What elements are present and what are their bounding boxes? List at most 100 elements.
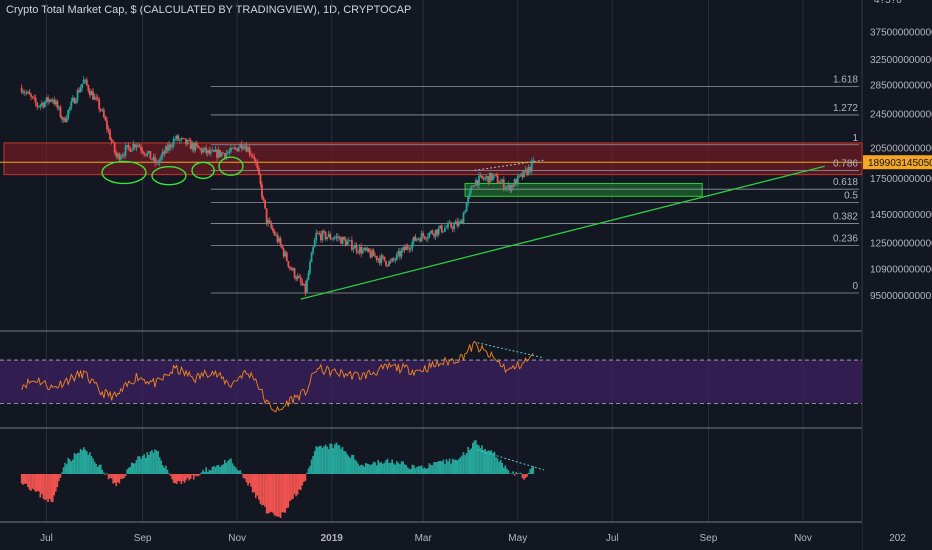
candle-body — [93, 96, 96, 100]
macd-bar — [41, 474, 43, 495]
macd-bar — [478, 445, 480, 474]
price-axis[interactable]: 95000000000 109000000000 125000000000 14500… — [863, 0, 932, 550]
candle-body — [440, 225, 443, 233]
macd-bar — [417, 466, 420, 474]
macd-bar — [126, 469, 128, 474]
candle-body — [113, 142, 116, 153]
candle-body — [482, 178, 485, 180]
candle-body — [451, 227, 454, 230]
macd-bar — [216, 465, 218, 474]
macd-bar — [523, 474, 525, 480]
macd-bar — [112, 474, 114, 484]
candle-body — [366, 248, 369, 251]
macd-bar — [309, 465, 311, 474]
macd-panel: 0-4000000000 — [20, 440, 932, 529]
candle-body — [437, 228, 440, 235]
candle-body — [51, 99, 54, 102]
macd-bar — [299, 474, 302, 491]
candle-body — [312, 247, 315, 253]
macd-bar — [529, 469, 531, 474]
candle-body — [504, 188, 507, 190]
candle-body — [315, 232, 318, 241]
candle-body — [293, 268, 296, 278]
candle-body — [132, 144, 135, 150]
candle-body — [197, 145, 200, 148]
time-axis[interactable]: Jul Sep Nov 2019 Mar May Jul Sep Nov 202 — [0, 523, 906, 550]
macd-bar — [392, 463, 395, 474]
candle-body — [168, 144, 170, 151]
macd-bar — [30, 474, 32, 491]
candle-body — [44, 101, 46, 107]
candle-body — [349, 240, 352, 241]
macd-bar — [375, 465, 378, 474]
macd-bar — [515, 472, 518, 474]
macd-bar — [389, 462, 392, 474]
candle-body — [406, 246, 409, 249]
macd-bar — [428, 463, 431, 474]
macd-bar — [485, 451, 488, 474]
macd-bar — [391, 459, 393, 474]
macd-bar — [72, 459, 74, 474]
candle-body — [140, 147, 142, 151]
candle-body — [484, 177, 487, 180]
macd-bar — [405, 464, 407, 474]
macd-bar — [231, 463, 234, 474]
candle-body — [495, 174, 497, 176]
macd-bar — [312, 455, 314, 474]
macd-bar — [250, 474, 252, 487]
macd-bar — [28, 474, 31, 490]
macd-bar — [352, 454, 355, 474]
macd-bar — [335, 442, 338, 474]
annotation-circle — [101, 160, 147, 185]
candle-body — [99, 109, 102, 111]
macd-bar — [316, 447, 319, 474]
candle-body — [307, 272, 310, 280]
candle-body — [330, 238, 333, 240]
macd-bar — [78, 452, 80, 474]
fibonacci-levels: 1.618 1.272 1 0.786 0.618 0.5 0.382 0.236 0 — [210, 74, 859, 294]
candle-body — [526, 169, 528, 175]
candle-body — [473, 185, 476, 187]
candle-body — [147, 151, 150, 153]
macd-bar — [321, 448, 324, 474]
macd-bar — [248, 474, 251, 484]
macd-bar — [81, 450, 83, 474]
candle-body — [341, 237, 344, 244]
macd-bar — [185, 474, 187, 481]
candle-body — [203, 147, 206, 150]
macd-bar — [129, 466, 132, 474]
candle-body — [143, 152, 146, 155]
macd-divergence-line — [477, 449, 545, 471]
candle-body — [231, 147, 234, 149]
annotation-circle — [151, 166, 187, 186]
candle-body — [106, 120, 108, 129]
macd-bar — [332, 448, 335, 474]
macd-bar — [503, 467, 505, 474]
macd-bar — [492, 452, 494, 474]
candle-body — [337, 236, 339, 239]
macd-bar — [346, 454, 349, 474]
candle-body — [347, 240, 350, 242]
candle-body — [127, 145, 130, 148]
candle-body — [411, 241, 414, 249]
candle-body — [467, 196, 470, 204]
macd-bar — [355, 461, 358, 474]
macd-bar — [349, 457, 352, 474]
macd-bar — [196, 474, 198, 477]
macd-bar — [406, 467, 409, 474]
candle-body — [513, 179, 516, 187]
candle-body — [112, 141, 115, 143]
candle-body — [22, 92, 25, 94]
price-tick-label: 95000000000 — [870, 291, 932, 302]
macd-bar — [289, 474, 291, 502]
macd-bar — [402, 461, 404, 474]
candle-body — [502, 179, 505, 190]
macd-bar — [366, 463, 369, 474]
candle-body — [288, 266, 291, 269]
price-tick-label: 325000000000 — [870, 55, 932, 66]
candle-body — [152, 156, 155, 160]
candle-body — [377, 258, 380, 260]
candle-body — [372, 250, 375, 256]
macd-bar — [48, 474, 51, 499]
